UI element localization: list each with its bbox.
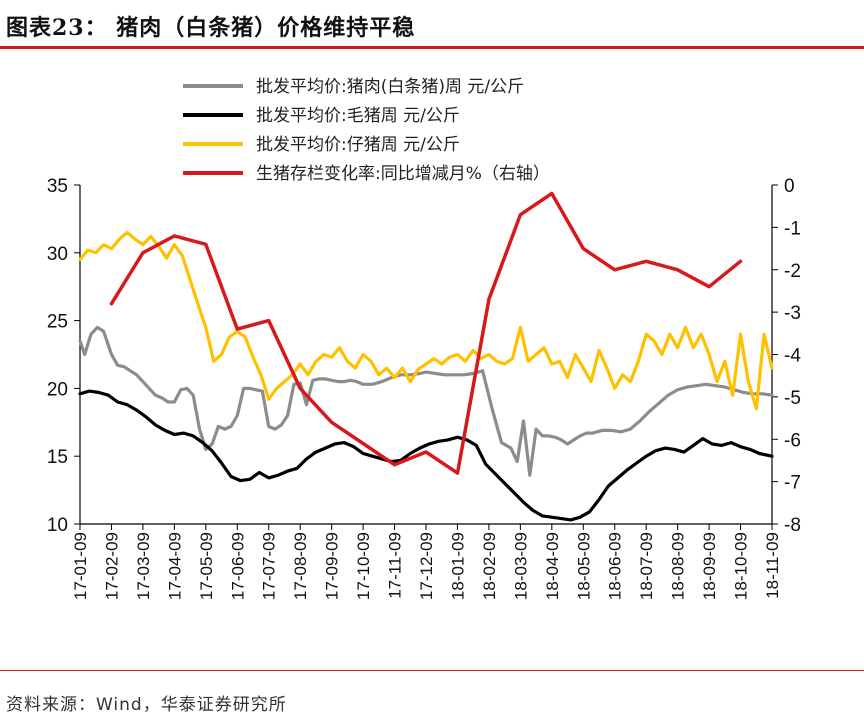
bottom-rule bbox=[0, 670, 864, 671]
pork-price-line bbox=[78, 325, 774, 477]
x-tick-label: 17-11-09 bbox=[386, 532, 405, 599]
x-tick-label: 17-01-09 bbox=[71, 532, 90, 600]
x-tick-label: 17-08-09 bbox=[291, 532, 310, 600]
source-note: 资料来源：Wind，华泰证券研究所 bbox=[6, 695, 287, 715]
right-tick-label: 0 bbox=[784, 176, 795, 197]
x-tick-label: 18-05-09 bbox=[574, 532, 593, 600]
x-tick-label: 17-05-09 bbox=[197, 532, 216, 600]
x-tick-label: 18-06-09 bbox=[606, 532, 625, 600]
right-tick-label: -7 bbox=[784, 473, 801, 494]
right-tick-label: -2 bbox=[784, 261, 801, 282]
right-tick-label: -4 bbox=[784, 346, 801, 367]
x-tick-label: 17-07-09 bbox=[260, 532, 279, 600]
x-tick-label: 18-09-09 bbox=[700, 532, 719, 600]
right-tick-label: -5 bbox=[784, 388, 801, 409]
legend-label: 生猪存栏变化率:同比增减月%（右轴） bbox=[256, 164, 550, 184]
legend-label: 批发平均价:毛猪周 元/公斤 bbox=[256, 106, 460, 126]
x-tick-label: 17-12-09 bbox=[417, 532, 436, 600]
x-tick-label: 17-04-09 bbox=[165, 532, 184, 600]
x-tick-label: 18-01-09 bbox=[448, 532, 467, 600]
axes: 10 15 20 25 30 35 0 -1 -2 -3 -4 -5 -6 -7 -8 17-01-09 17-… bbox=[47, 176, 801, 600]
top-rule bbox=[0, 46, 864, 49]
right-tick-label: -3 bbox=[784, 303, 801, 324]
x-tick-label: 17-09-09 bbox=[323, 532, 342, 600]
x-tick-label: 18-04-09 bbox=[543, 532, 562, 600]
legend-label: 批发平均价:仔猪周 元/公斤 bbox=[256, 135, 460, 155]
left-tick-label: 25 bbox=[47, 312, 68, 333]
inventory-change-line bbox=[109, 191, 743, 475]
x-tick-label: 18-07-09 bbox=[637, 532, 656, 600]
x-tick-label: 17-06-09 bbox=[228, 532, 247, 600]
series-layer bbox=[78, 191, 774, 522]
x-tick-label: 18-11-09 bbox=[763, 532, 782, 599]
x-tick-label: 18-02-09 bbox=[480, 532, 499, 600]
hog-price-line bbox=[78, 389, 774, 522]
left-tick-label: 15 bbox=[47, 447, 68, 468]
x-tick-label: 18-10-09 bbox=[732, 532, 751, 600]
x-tick-label: 17-03-09 bbox=[134, 532, 153, 600]
legend-label: 批发平均价:猪肉(白条猪)周 元/公斤 bbox=[256, 77, 524, 97]
x-tick-label: 17-10-09 bbox=[354, 532, 373, 600]
right-tick-label: -8 bbox=[784, 515, 801, 536]
title-bar: 图表23： 猪肉（白条猪）价格维持平稳 bbox=[0, 0, 864, 44]
piglet-price-line bbox=[78, 230, 774, 411]
left-tick-label: 30 bbox=[47, 244, 68, 265]
right-tick-label: -1 bbox=[784, 218, 801, 239]
left-tick-label: 10 bbox=[47, 515, 68, 536]
x-tick-label: 18-03-09 bbox=[511, 532, 530, 600]
x-tick-label: 18-08-09 bbox=[669, 532, 688, 600]
left-tick-label: 35 bbox=[47, 176, 68, 197]
x-tick-label: 17-02-09 bbox=[102, 532, 121, 600]
left-tick-label: 20 bbox=[47, 379, 68, 400]
right-tick-label: -6 bbox=[784, 430, 801, 451]
chart-title: 图表23： 猪肉（白条猪）价格维持平稳 bbox=[6, 15, 416, 41]
